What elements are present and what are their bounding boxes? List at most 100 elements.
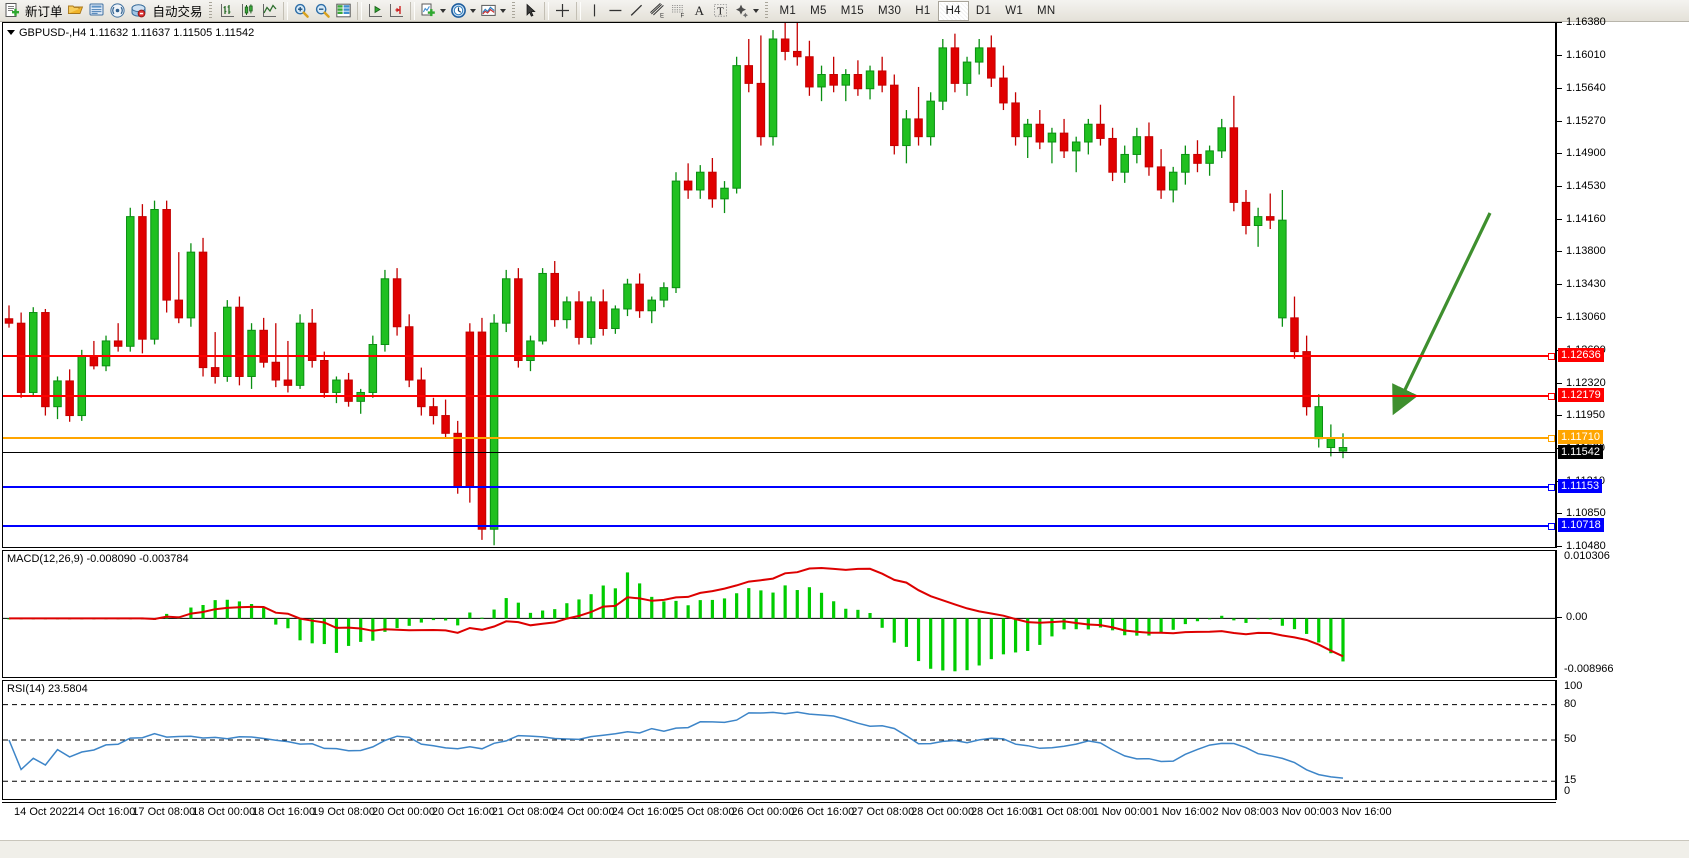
trendline-button[interactable] [626,1,647,21]
level-drag-handle[interactable] [1548,352,1555,360]
terminal-button[interactable] [86,1,107,21]
price-candles [4,23,1348,546]
level-drag-handle[interactable] [1548,393,1555,401]
trendline-icon [630,4,642,16]
rsi-tick-label: 80 [1564,697,1577,710]
candlestick-chart-button[interactable] [238,1,259,21]
timeframe-button-h1[interactable]: H1 [915,4,931,17]
timeframe-button-m5[interactable]: M5 [810,4,827,17]
autotrading-button[interactable]: 自动交易 [149,1,205,21]
chart-window[interactable]: GBPUSD-,H4 1.11632 1.11637 1.11505 1.115… [0,17,1689,858]
time-tick-label: 28 Oct 16:00 [971,806,1035,818]
price-badge-support-1[interactable]: 1.11153 [1558,479,1603,494]
rsi-tick-label: 15 [1564,774,1577,787]
macd-plot [3,566,1555,672]
price-tick-label: 1.14160 [1557,214,1606,225]
signals-button[interactable] [107,1,128,21]
macd-axis[interactable]: 0.010306 0.00 -0.008966 [1556,550,1687,678]
cursor-button[interactable] [520,1,541,21]
chart-shift-button[interactable] [365,1,386,21]
toolbar-grip-2[interactable] [510,1,517,20]
market-button[interactable] [128,1,149,21]
macd-pane[interactable]: MACD(12,26,9) -0.008090 -0.003784 [2,550,1556,678]
price-pane[interactable]: GBPUSD-,H4 1.11632 1.11637 1.11505 1.115… [2,22,1556,548]
shapes-chevron-down-icon[interactable] [752,8,759,13]
timeframe-button-d1[interactable]: D1 [975,4,992,17]
line-chart-icon [262,4,277,17]
folder-button[interactable] [65,1,86,21]
period-icon [450,3,466,18]
timeframe-button-w1[interactable]: W1 [1005,4,1024,17]
cursor-icon [526,3,536,17]
vertical-line-button[interactable] [584,1,605,21]
time-tick-label: 24 Oct 00:00 [551,806,615,818]
period-chevron-down-icon[interactable] [469,8,476,13]
level-drag-handle[interactable] [1548,434,1555,442]
timeframe-button-m15[interactable]: M15 [840,4,864,17]
level-line-stroke [3,354,1555,357]
data-window-button[interactable] [333,1,354,21]
price-badge-resistance-1[interactable]: 1.12179 [1558,388,1604,403]
shapes-button[interactable] [731,1,761,21]
price-tick-label: 1.10480 [1557,541,1606,552]
autotrading-label: 自动交易 [152,5,203,19]
time-tick-label: 19 Oct 08:00 [312,806,376,818]
timeframe-group: M1 M5 M15 M30 H1 H4 D1 W1 MN [773,0,1063,21]
price-badge-resistance-2[interactable]: 1.12636 [1558,347,1604,362]
time-tick-label: 14 Oct 16:00 [72,806,136,818]
toolbar-grip-1[interactable] [207,1,214,20]
rsi-pane[interactable]: RSI(14) 23.5804 [2,680,1556,800]
timeframe-button-m30[interactable]: M30 [877,4,902,17]
rsi-axis[interactable]: 100 80 50 15 0 [1556,680,1687,800]
rsi-plot [3,704,1555,782]
timeframe-button-mn[interactable]: MN [1037,4,1056,17]
zoom-out-button[interactable] [312,1,333,21]
chart-symbol-header[interactable]: GBPUSD-,H4 1.11632 1.11637 1.11505 1.115… [7,27,255,39]
time-axis[interactable]: 14 Oct 2022 14 Oct 16:00 17 Oct 08:00 18 Oc… [2,802,1556,822]
time-tick-label: 25 Oct 08:00 [671,806,735,818]
text-label-button[interactable]: T [710,1,731,21]
fibonacci-button[interactable]: F [668,1,689,21]
period-button[interactable] [448,1,478,21]
time-tick-label: 3 Nov 00:00 [1272,806,1332,818]
candlestick-chart-icon [241,4,255,17]
indicators-chevron-down-icon[interactable] [439,8,446,13]
zoom-in-icon [294,3,309,18]
toolbar-grip-3[interactable] [763,1,770,20]
time-tick-label: 21 Oct 08:00 [491,806,555,818]
fibonacci-icon: F [671,5,684,19]
equidistant-channel-icon: E [649,3,664,19]
price-badge-support-2[interactable]: 1.10718 [1558,517,1604,532]
timeframe-button-h4[interactable]: H4 [937,0,969,21]
level-drag-handle[interactable] [1548,484,1555,492]
templates-button[interactable] [478,1,508,21]
auto-scroll-button[interactable] [386,1,407,21]
new-order-button[interactable]: 新订单 [2,1,65,21]
symbol-dropdown-chevron-down-icon[interactable] [7,29,15,35]
bar-chart-button[interactable] [217,1,238,21]
price-badge-current-price[interactable]: 1.11542 [1558,444,1603,459]
price-badge-pivot[interactable]: 1.11710 [1558,429,1603,444]
timeframe-button-m1[interactable]: M1 [779,4,797,17]
crosshair-button[interactable] [552,1,573,21]
zoom-in-button[interactable] [291,1,312,21]
level-line-stroke [3,436,1555,439]
rsi-title: RSI(14) 23.5804 [7,683,88,695]
time-tick-label: 31 Oct 08:00 [1030,806,1094,818]
templates-chevron-down-icon[interactable] [499,8,506,13]
price-axis[interactable]: 1.16380 1.16010 1.15640 1.15270 1.14900 1.145… [1556,17,1687,552]
indicators-button[interactable] [418,1,448,21]
time-tick-label: 28 Oct 00:00 [911,806,975,818]
price-tick-label: 1.14530 [1557,181,1606,192]
price-tick-label: 1.13800 [1557,246,1606,257]
horizontal-line-icon [608,9,621,12]
horizontal-line-button[interactable] [605,1,626,21]
text-button[interactable]: A [689,1,710,21]
line-chart-button[interactable] [259,1,280,21]
price-tick-label: 1.13430 [1557,279,1606,290]
level-drag-handle[interactable] [1548,522,1555,530]
equidistant-channel-button[interactable]: E [647,1,668,21]
toolbar-separator-3 [409,1,415,20]
price-tick-label: 1.15270 [1557,115,1606,127]
svg-text:T: T [717,6,724,18]
